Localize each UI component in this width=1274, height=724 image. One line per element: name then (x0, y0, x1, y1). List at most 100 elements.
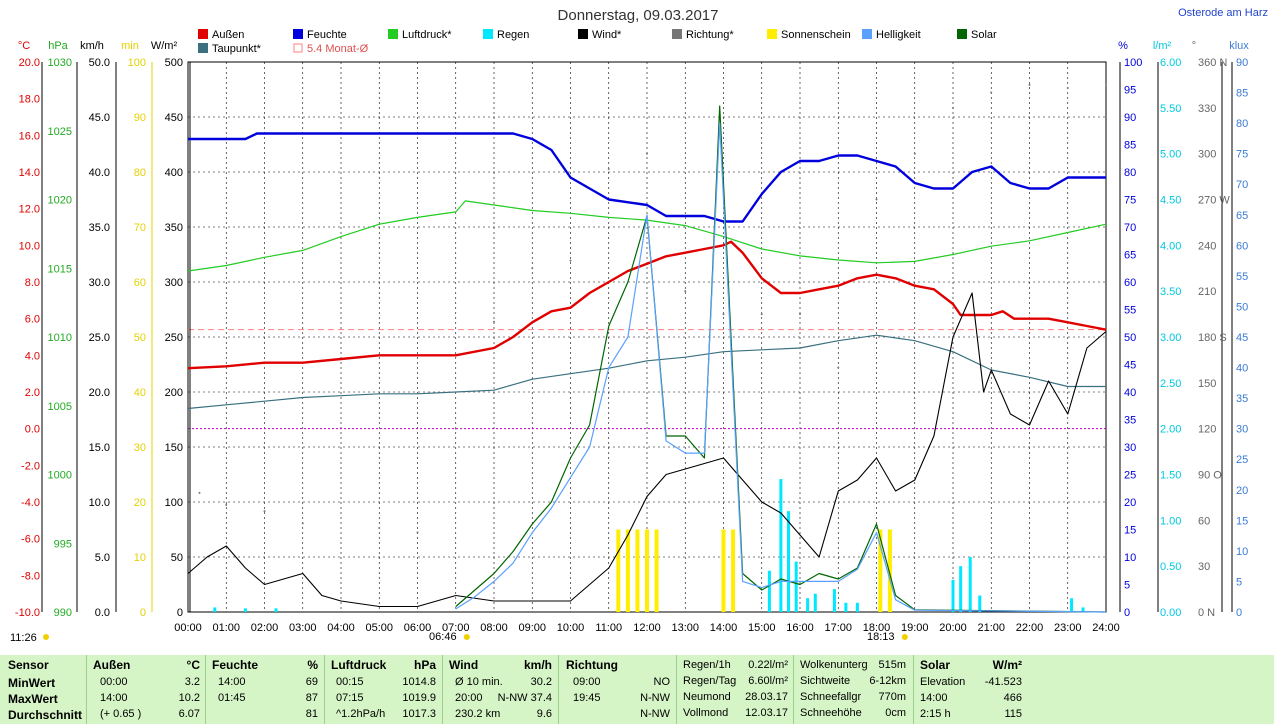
legend-label-taupunkt: Taupunkt* (212, 43, 262, 55)
stats-regen-value: 6.60l/m² (748, 675, 788, 687)
tick-label-lux: 55 (1236, 271, 1248, 283)
stats-value-feuchte-time: 01:45 (218, 692, 246, 704)
tick-label-humidity: 75 (1124, 195, 1136, 207)
legend-swatch-helligkeit (862, 29, 872, 39)
point-richtung (1066, 86, 1069, 89)
chart-legend: Außen Feuchte Luftdruck* Regen Wind* Richtung… (198, 29, 997, 55)
point-richtung (875, 198, 878, 201)
axis-unit-wind: km/h (80, 40, 104, 52)
tick-label-lux: 5 (1236, 576, 1242, 588)
tick-label-direction: 180 S (1198, 332, 1227, 344)
tick-label-wind: 50.0 (89, 57, 110, 69)
stats-row-label: Durchschnitt (8, 708, 83, 722)
stats-wolken-label: Schneefallgr (800, 691, 862, 703)
tick-label-humidity: 45 (1124, 360, 1136, 372)
axis-unit-pressure: hPa (48, 40, 68, 52)
tick-label-pressure: 1025 (48, 126, 72, 138)
tick-label-direction: 240 (1198, 240, 1216, 252)
chart-annotations: 06:46 18:13 11:26 (10, 631, 908, 644)
series-line-wind (187, 292, 1107, 608)
tick-label-temp: -6.0 (21, 534, 40, 546)
stats-row-label: MaxWert (8, 692, 58, 706)
tick-label-pressure: 990 (54, 607, 72, 619)
bar-regen (243, 608, 247, 612)
tick-label-solar: 150 (165, 442, 183, 454)
bar-sonnenschein (654, 529, 659, 612)
tick-label-direction: 0 N (1198, 607, 1215, 619)
point-richtung (454, 427, 457, 430)
tick-label-time: 00:00 (174, 622, 202, 634)
tick-label-lux: 30 (1236, 424, 1248, 436)
tick-label-humidity: 20 (1124, 497, 1136, 509)
bar-regen (1081, 607, 1085, 612)
tick-label-humidity: 95 (1124, 85, 1136, 97)
bar-regen (213, 607, 217, 612)
legend-swatch-sonnenschein (767, 29, 777, 39)
stats-value-richtung: N-NW (640, 708, 670, 720)
stats-value-feuchte: 69 (305, 676, 318, 688)
bar-sonnenschein (625, 529, 630, 612)
stats-value-wind: N-NW 37.4 (497, 692, 552, 704)
bar-regen (844, 602, 848, 612)
stats-value-richtung: N-NW (640, 692, 670, 704)
legend-label-regen: Regen (497, 29, 529, 41)
tick-label-time: 02:00 (251, 622, 279, 634)
legend-swatch-luftdruck (388, 29, 398, 39)
stats-wolken-label: Wolkenunterg (800, 659, 868, 671)
tick-label-rain: 3.50 (1160, 286, 1181, 298)
tick-label-time: 24:00 (1092, 622, 1120, 634)
bar-regen (832, 589, 836, 612)
bar-regen (806, 598, 810, 612)
tick-label-time: 20:00 (939, 622, 967, 634)
stats-header-solar: Solar (920, 658, 951, 672)
tick-label-time: 23:00 (1054, 622, 1082, 634)
stats-solar-value: -41.523 (984, 676, 1022, 688)
tick-label-rain: 0.50 (1160, 561, 1181, 573)
bar-sonnenschein (645, 529, 649, 612)
stats-separator (205, 655, 206, 724)
legend-label-helligkeit: Helligkeit (876, 29, 921, 41)
tick-label-humidity: 5 (1124, 580, 1130, 592)
tick-label-direction: 270 W (1198, 195, 1230, 207)
stats-separator (793, 655, 794, 724)
point-richtung (990, 91, 993, 94)
bar-sonnenschein (721, 529, 726, 612)
axis-unit-rain: l/m² (1153, 40, 1172, 52)
tick-label-time: 17:00 (824, 622, 852, 634)
sunset-icon (901, 634, 908, 640)
tick-label-solar: 50 (171, 552, 183, 564)
stats-regen-label: Neumond (683, 691, 731, 703)
tick-label-wind: 15.0 (89, 442, 110, 454)
tick-label-lux: 25 (1236, 454, 1248, 466)
stats-value-wind-time: 230.2 km (455, 708, 501, 720)
tick-label-solar: 350 (165, 222, 183, 234)
legend-label-luftdruck: Luftdruck* (402, 29, 452, 41)
stats-wolken-value: 770m (878, 691, 906, 703)
stats-separator (324, 655, 325, 724)
stats-solar-value: 466 (1003, 692, 1022, 704)
tick-label-temp: -8.0 (21, 570, 40, 582)
tick-label-wind: 0.0 (95, 607, 110, 619)
tick-label-sun: 0 (140, 607, 146, 619)
tick-label-pressure: 1015 (48, 263, 72, 275)
tick-label-time: 14:00 (710, 622, 738, 634)
tick-label-pressure: 1030 (48, 57, 72, 69)
point-richtung (531, 267, 534, 270)
stats-value-richtung-time: 19:45 (573, 692, 601, 704)
tick-label-time: 11:00 (595, 622, 622, 634)
tick-label-direction: 360 N (1198, 57, 1227, 69)
tick-label-pressure: 995 (54, 538, 72, 550)
tick-label-temp: 0.0 (25, 424, 40, 436)
point-richtung (301, 522, 304, 525)
bar-regen (951, 579, 955, 612)
point-richtung (225, 504, 228, 507)
stats-wolken-label: Schneehöhe (800, 707, 862, 719)
tick-label-sun: 90 (134, 112, 146, 124)
tick-label-lux: 60 (1236, 240, 1248, 252)
tick-label-temp: 14.0 (19, 167, 40, 179)
tick-label-time: 07:00 (442, 622, 470, 634)
axis-unit-direction: ° (1192, 40, 1196, 52)
bar-regen (779, 479, 783, 612)
tick-label-humidity: 90 (1124, 112, 1136, 124)
legend-label-feuchte: Feuchte (307, 29, 347, 41)
